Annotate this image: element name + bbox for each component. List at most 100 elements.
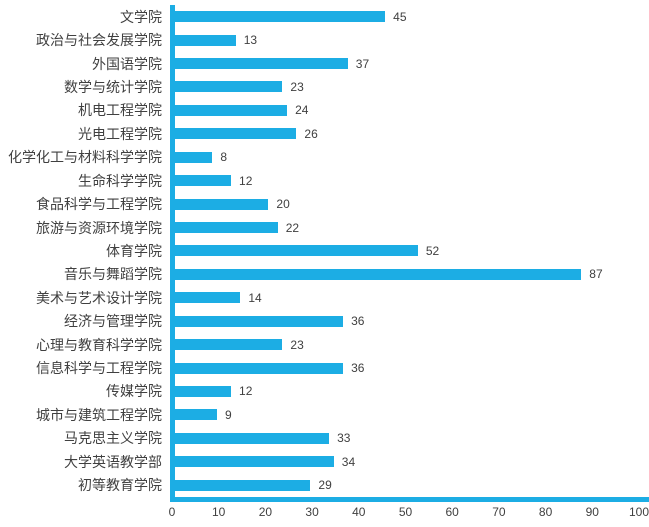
bar-area: 12 bbox=[170, 380, 649, 403]
value-label: 13 bbox=[243, 33, 258, 48]
value-label: 36 bbox=[351, 314, 365, 329]
bar bbox=[175, 222, 278, 233]
bar-area: 33 bbox=[170, 427, 649, 450]
value-label: 33 bbox=[337, 431, 351, 446]
value-label: 12 bbox=[239, 384, 253, 399]
category-label: 数学与统计学院 bbox=[64, 78, 162, 95]
category-label: 光电工程学院 bbox=[78, 125, 162, 142]
category-label: 旅游与资源环境学院 bbox=[36, 219, 162, 236]
category-label: 音乐与舞蹈学院 bbox=[64, 266, 162, 283]
bar-area: 9 bbox=[170, 403, 649, 426]
chart-row: 体育学院 52 bbox=[0, 239, 649, 262]
bar-area: 23 bbox=[170, 75, 649, 98]
bar bbox=[175, 34, 236, 46]
x-axis-tick: 70 bbox=[492, 505, 506, 519]
chart-row: 传媒学院 12 bbox=[0, 380, 649, 403]
bar bbox=[175, 198, 269, 210]
chart-row: 生命科学学院 12 bbox=[0, 169, 649, 192]
chart-row: 政治与社会发展学院 13 bbox=[0, 28, 649, 51]
chart-row: 马克思主义学院 33 bbox=[0, 427, 649, 450]
category-label: 食品科学与工程学院 bbox=[36, 196, 162, 213]
bar bbox=[175, 479, 311, 491]
bar-area: 45 bbox=[170, 5, 649, 28]
x-axis-tick: 40 bbox=[352, 505, 366, 519]
value-label: 20 bbox=[276, 197, 290, 212]
bar bbox=[175, 151, 213, 163]
bar-area: 37 bbox=[170, 52, 649, 75]
bar bbox=[175, 11, 386, 23]
chart-row: 旅游与资源环境学院 22 bbox=[0, 216, 649, 239]
chart-row: 文学院 45 bbox=[0, 5, 649, 28]
category-label: 大学英语教学部 bbox=[64, 453, 162, 470]
bar-area: 26 bbox=[170, 122, 649, 145]
chart-row: 化学化工与材料科学学院 8 bbox=[0, 146, 649, 169]
value-label: 52 bbox=[425, 243, 440, 258]
value-label: 22 bbox=[285, 220, 300, 235]
bar-area: 24 bbox=[170, 99, 649, 122]
x-axis-tick-labels: 0 10 20 30 40 50 60 70 80 90 100 bbox=[168, 505, 649, 522]
category-label: 化学化工与材料科学学院 bbox=[8, 149, 162, 166]
value-label: 9 bbox=[225, 407, 232, 422]
chart-row: 数学与统计学院 23 bbox=[0, 75, 649, 98]
category-label: 信息科学与工程学院 bbox=[36, 360, 162, 377]
chart-row: 信息科学与工程学院 36 bbox=[0, 356, 649, 379]
value-label: 14 bbox=[248, 290, 262, 305]
bar-area: 36 bbox=[170, 356, 649, 379]
bar bbox=[175, 104, 288, 116]
value-label: 29 bbox=[318, 478, 332, 493]
value-label: 23 bbox=[290, 79, 304, 94]
chart-row: 初等教育学院 29 bbox=[0, 473, 649, 496]
bar-area: 36 bbox=[170, 309, 649, 332]
category-axis-line bbox=[170, 5, 175, 502]
value-label: 12 bbox=[239, 173, 253, 188]
bar bbox=[175, 432, 330, 444]
category-label: 生命科学学院 bbox=[78, 172, 162, 189]
category-label: 经济与管理学院 bbox=[64, 313, 162, 330]
bar bbox=[175, 409, 218, 421]
bar bbox=[175, 385, 232, 397]
value-label: 45 bbox=[393, 9, 407, 24]
bar-area: 13 bbox=[170, 28, 649, 51]
bar bbox=[175, 58, 348, 70]
chart-row: 机电工程学院 24 bbox=[0, 99, 649, 122]
category-label: 文学院 bbox=[120, 8, 162, 25]
bar-area: 8 bbox=[170, 146, 649, 169]
chart-row: 大学英语教学部 34 bbox=[0, 450, 649, 473]
value-label: 8 bbox=[220, 150, 228, 165]
category-label: 政治与社会发展学院 bbox=[36, 32, 162, 49]
value-label: 36 bbox=[351, 361, 365, 376]
chart-row: 经济与管理学院 36 bbox=[0, 309, 649, 332]
bar-area: 12 bbox=[170, 169, 649, 192]
value-label: 37 bbox=[355, 56, 370, 71]
value-label: 24 bbox=[295, 103, 309, 118]
x-axis-tick: 60 bbox=[445, 505, 459, 519]
x-axis-tick: 20 bbox=[258, 505, 273, 519]
chart-row: 美术与艺术设计学院 14 bbox=[0, 286, 649, 309]
category-label: 传媒学院 bbox=[106, 383, 162, 400]
category-label: 外国语学院 bbox=[92, 55, 162, 72]
bar-area: 23 bbox=[170, 333, 649, 356]
bar-area: 20 bbox=[170, 192, 649, 215]
chart-row: 心理与教育科学学院 23 bbox=[0, 333, 649, 356]
x-axis-tick: 80 bbox=[538, 505, 553, 519]
category-label: 美术与艺术设计学院 bbox=[36, 289, 162, 306]
x-axis-tick: 10 bbox=[212, 505, 226, 519]
bar bbox=[175, 339, 283, 351]
value-axis-line bbox=[170, 497, 649, 502]
x-axis-tick: 50 bbox=[398, 505, 413, 519]
x-axis-tick: 30 bbox=[305, 505, 319, 519]
bar-area: 29 bbox=[170, 473, 649, 496]
x-axis-tick: 100 bbox=[628, 505, 649, 519]
bar-area: 52 bbox=[170, 239, 649, 262]
bar-area: 22 bbox=[170, 216, 649, 239]
chart-row: 城市与建筑工程学院 9 bbox=[0, 403, 649, 426]
x-axis-tick: 90 bbox=[585, 505, 599, 519]
x-axis-tick: 0 bbox=[168, 505, 176, 519]
value-label: 26 bbox=[304, 126, 318, 141]
bar bbox=[175, 456, 334, 468]
category-label: 初等教育学院 bbox=[78, 477, 162, 494]
chart-row: 光电工程学院 26 bbox=[0, 122, 649, 145]
bar bbox=[175, 128, 297, 140]
category-label: 马克思主义学院 bbox=[64, 430, 162, 447]
bar bbox=[175, 81, 283, 93]
